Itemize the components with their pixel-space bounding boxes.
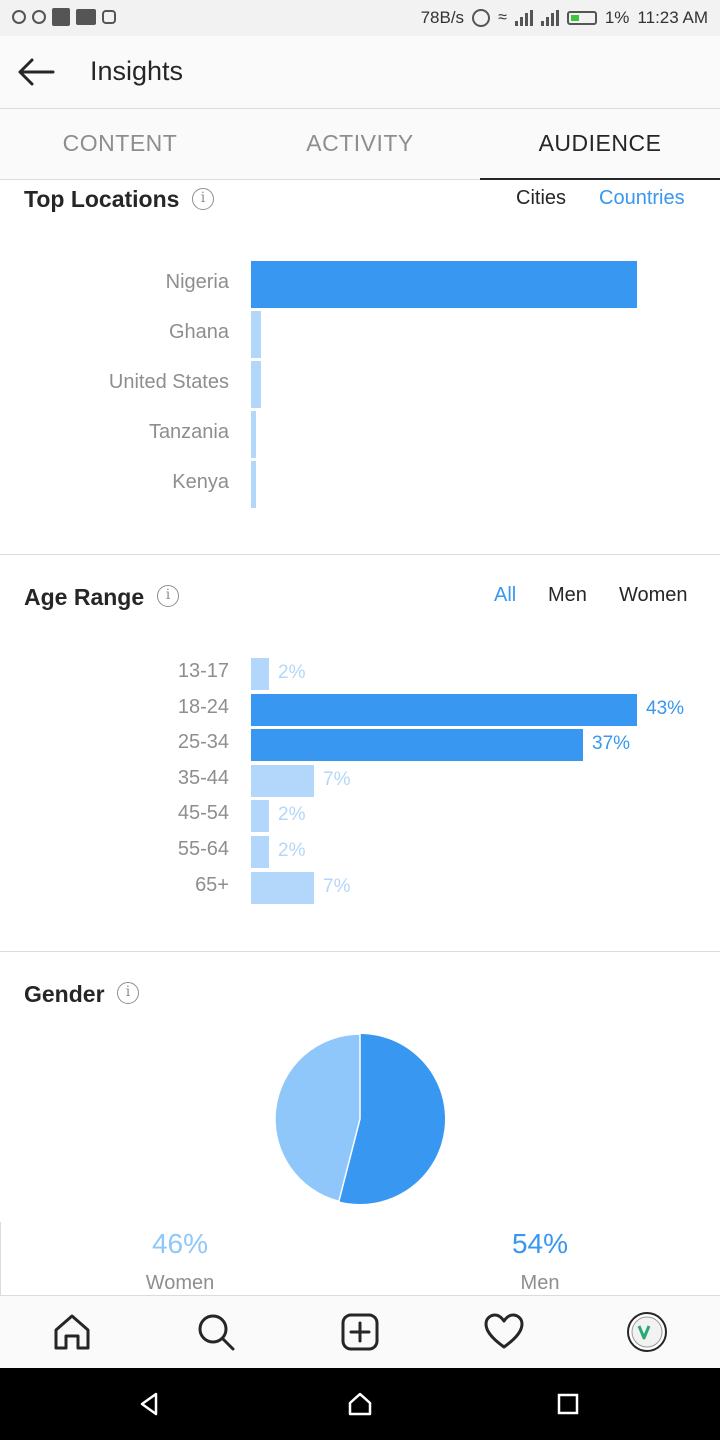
age-label: 65+	[195, 873, 229, 896]
add-post-icon[interactable]	[338, 1310, 382, 1354]
location-label: Nigeria	[165, 271, 229, 293]
search-icon[interactable]	[194, 1310, 238, 1354]
wifi-icon: ≈	[498, 9, 507, 26]
system-home-icon[interactable]	[346, 1390, 374, 1418]
battery-icon	[566, 11, 597, 25]
bottom-nav	[0, 1295, 720, 1369]
age-percent-label: 7%	[323, 768, 351, 790]
age-percent-label: 2%	[278, 804, 306, 826]
location-label: Tanzania	[148, 421, 229, 443]
tab-content[interactable]: CONTENT	[62, 130, 178, 156]
shield-icon	[102, 10, 116, 24]
info-icon[interactable]: i	[117, 982, 139, 1004]
toggle-all[interactable]: All	[494, 584, 517, 606]
age-percent-label: 37%	[592, 733, 631, 755]
system-back-icon[interactable]	[136, 1390, 164, 1418]
women-label: Women	[145, 1272, 215, 1294]
women-percent: 46%	[151, 1228, 209, 1259]
net-speed: 78B/s	[420, 8, 465, 27]
gmail-icon	[76, 9, 96, 25]
back-arrow-icon[interactable]	[16, 54, 56, 90]
app-bar: Insights	[0, 36, 720, 109]
age-bar	[251, 800, 269, 833]
app-notification-icon	[52, 8, 70, 26]
chat-notification-icon	[12, 10, 26, 24]
clock: 11:23 AM	[637, 8, 708, 27]
location-bar	[251, 411, 256, 458]
location-bar	[251, 261, 637, 308]
toggle-women[interactable]: Women	[619, 584, 688, 606]
divider	[0, 554, 720, 555]
location-label: United States	[108, 371, 229, 393]
home-icon[interactable]	[50, 1310, 94, 1354]
toggle-countries[interactable]: Countries	[599, 187, 685, 209]
age-label: 45-54	[177, 802, 229, 825]
system-nav-bar	[0, 1368, 720, 1440]
location-bar	[251, 461, 256, 508]
age-label: 25-34	[177, 731, 229, 754]
toggle-men[interactable]: Men	[548, 584, 587, 606]
signal-icon	[514, 10, 533, 26]
top-locations-title: Top Locations	[24, 186, 180, 212]
pie-slice-men	[338, 1034, 445, 1204]
age-label: 18-24	[177, 695, 229, 718]
age-bar	[251, 693, 637, 726]
age-percent-label: 2%	[278, 662, 306, 683]
profile-avatar[interactable]	[625, 1310, 669, 1354]
age-range-title: Age Range	[24, 584, 145, 610]
pie-slice-women	[274, 1033, 361, 1203]
age-bar	[251, 836, 269, 868]
card-edge	[0, 1222, 1, 1295]
notification-icon	[32, 10, 46, 24]
page-title: Insights	[90, 56, 184, 86]
system-recents-icon[interactable]	[554, 1390, 582, 1418]
age-bar	[251, 729, 583, 762]
location-label: Kenya	[172, 471, 229, 493]
age-label: 35-44	[177, 766, 229, 789]
tab-activity[interactable]: ACTIVITY	[306, 130, 414, 156]
age-percent-label: 43%	[646, 697, 685, 719]
gender-title: Gender	[24, 981, 105, 1007]
men-percent: 54%	[511, 1228, 569, 1259]
location-bar	[251, 361, 261, 408]
divider	[0, 951, 720, 952]
age-percent-label: 7%	[323, 875, 351, 897]
age-bar	[251, 658, 269, 690]
age-label: 55-64	[177, 838, 229, 860]
heart-icon[interactable]	[482, 1310, 526, 1354]
tab-audience[interactable]: AUDIENCE	[480, 109, 720, 180]
info-icon[interactable]: i	[157, 585, 179, 607]
battery-level: 1%	[604, 8, 630, 27]
info-icon[interactable]: i	[192, 188, 214, 210]
gender-pie-chart	[274, 1033, 445, 1204]
toggle-cities[interactable]: Cities	[516, 187, 567, 209]
age-bar	[251, 764, 314, 797]
location-label: Ghana	[168, 321, 229, 343]
alarm-icon	[472, 9, 491, 27]
age-bar	[251, 871, 314, 904]
status-bar: 78B/s ≈ 1% 11:23 AM	[0, 0, 720, 36]
location-bar	[251, 311, 261, 358]
signal-icon-2	[540, 10, 559, 26]
insights-tabs: CONTENT ACTIVITY AUDIENCE	[0, 109, 720, 180]
age-percent-label: 2%	[278, 840, 306, 861]
age-label: 13-17	[177, 660, 229, 682]
men-label: Men	[520, 1272, 560, 1294]
